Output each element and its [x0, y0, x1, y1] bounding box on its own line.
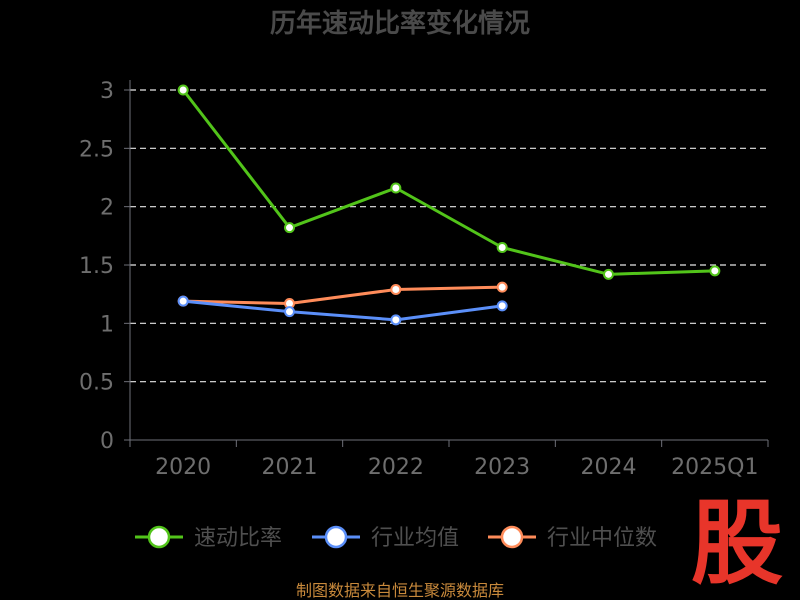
source-note: 制图数据来自恒生聚源数据库: [296, 581, 504, 600]
data-point: [496, 300, 508, 312]
legend[interactable]: 速动比率 行业均值 行业中位数: [135, 525, 657, 551]
legend-marker: [147, 525, 171, 549]
x-tick-label: 2023: [474, 455, 530, 480]
axes: 0 0.5 1 1.5 2 2.5 3 2020 2021 2022 2023 2024 2025Q1: [79, 79, 769, 480]
legend-label: 行业中位数: [547, 526, 657, 551]
data-point: [709, 265, 721, 277]
y-tick-label: 1.5: [79, 254, 114, 279]
data-point: [177, 84, 189, 96]
y-tick-label: 3: [100, 79, 114, 104]
series-line-1: [183, 299, 503, 322]
y-tick-label: 1: [100, 312, 114, 337]
series-line-2: [183, 285, 503, 305]
data-point: [390, 314, 402, 326]
data-point: [496, 242, 508, 253]
data-point: [496, 281, 508, 293]
legend-marker: [324, 525, 348, 549]
y-tick-label: 2.5: [79, 137, 114, 162]
x-tick-label: 2024: [581, 455, 637, 480]
chart-title: 历年速动比率变化情况: [270, 8, 530, 39]
legend-label: 行业均值: [371, 526, 459, 551]
y-tick-label: 0.5: [79, 371, 114, 396]
y-tick-label: 0: [100, 429, 114, 454]
legend-label: 速动比率: [194, 526, 282, 551]
y-tick-label: 2: [100, 196, 114, 221]
data-point: [284, 222, 295, 234]
data-point: [284, 306, 295, 318]
series-lines: [177, 84, 721, 326]
legend-item-2[interactable]: 行业中位数: [488, 525, 657, 551]
series-line-0: [181, 89, 715, 276]
x-tick-label: 2021: [262, 455, 318, 480]
data-point: [177, 295, 189, 307]
legend-marker: [500, 525, 524, 549]
legend-item-1[interactable]: 行业均值: [312, 525, 459, 551]
data-point: [390, 182, 402, 194]
x-tick-label: 2022: [368, 455, 424, 480]
data-point: [603, 268, 614, 280]
brand-logo: 股: [691, 490, 783, 597]
x-tick-label: 2020: [155, 455, 211, 480]
grid: [130, 89, 768, 383]
data-point: [390, 284, 402, 295]
legend-item-0[interactable]: 速动比率: [135, 525, 282, 551]
x-tick-label: 2025Q1: [671, 455, 758, 480]
